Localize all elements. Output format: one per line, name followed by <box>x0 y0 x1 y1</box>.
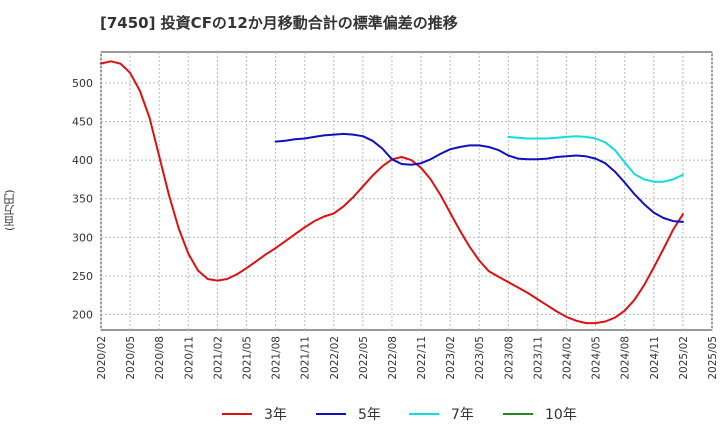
legend-label: 7年 <box>451 407 474 423</box>
legend-swatch <box>222 413 252 415</box>
x-tick-label: 2020/08 <box>154 336 166 380</box>
legend-swatch <box>503 413 533 415</box>
legend-label: 3年 <box>264 407 287 423</box>
x-tick-label: 2020/05 <box>125 336 137 380</box>
legend-swatch <box>316 413 346 415</box>
x-tick-label: 2021/11 <box>300 336 312 380</box>
y-tick-label: 450 <box>72 116 93 129</box>
legend-item: 3年 <box>222 402 287 426</box>
x-tick-label: 2023/05 <box>474 336 486 380</box>
x-tick-label: 2022/08 <box>387 336 399 380</box>
plot-area <box>100 51 713 331</box>
y-tick-label: 350 <box>72 193 93 206</box>
legend-label: 5年 <box>358 407 381 423</box>
y-tick-label: 500 <box>72 77 93 90</box>
x-tick-label: 2023/08 <box>503 336 515 380</box>
x-tick-label: 2021/08 <box>271 336 283 380</box>
legend-label: 10年 <box>545 407 577 423</box>
x-tick-label: 2025/05 <box>707 336 719 380</box>
x-tick-label: 2024/05 <box>591 336 603 380</box>
series-line-5年 <box>274 132 684 223</box>
x-tick-label: 2020/02 <box>96 336 108 380</box>
x-tick-label: 2020/11 <box>183 336 195 380</box>
x-tick-label: 2021/05 <box>241 336 253 380</box>
x-tick-label: 2024/02 <box>562 336 574 380</box>
legend-item: 7年 <box>409 402 474 426</box>
x-tick-label: 2024/08 <box>620 336 632 380</box>
y-tick-label: 200 <box>72 309 93 322</box>
x-tick-label: 2024/11 <box>649 336 661 380</box>
x-tick-label: 2023/02 <box>445 336 457 380</box>
x-tick-label: 2022/02 <box>329 336 341 380</box>
y-tick-label: 400 <box>72 154 93 167</box>
legend-item: 10年 <box>503 402 577 426</box>
legend-item: 5年 <box>316 402 381 426</box>
chart-title: [7450] 投資CFの12か月移動合計の標準偏差の推移 <box>100 14 458 32</box>
x-tick-label: 2021/02 <box>212 336 224 380</box>
y-tick-label: 250 <box>72 270 93 283</box>
legend: 3年 5年 7年 10年 <box>0 402 720 426</box>
x-tick-label: 2023/11 <box>532 336 544 380</box>
series-line-7年 <box>507 135 684 183</box>
x-tick-label: 2025/02 <box>678 336 690 380</box>
legend-swatch <box>409 413 439 415</box>
y-tick-label: 300 <box>72 231 93 244</box>
x-tick-label: 2022/05 <box>358 336 370 380</box>
x-tick-label: 2022/11 <box>416 336 428 380</box>
